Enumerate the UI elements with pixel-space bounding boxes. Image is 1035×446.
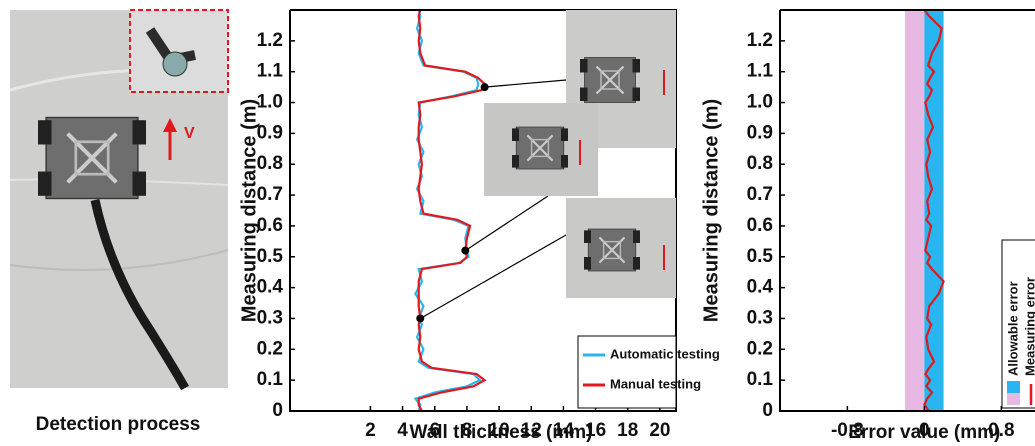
legend-box <box>577 335 677 409</box>
y-tick-label: 0.6 <box>747 215 773 236</box>
y-tick-label: 0.5 <box>257 246 284 267</box>
y-axis-title: Measuring distance (m) <box>238 99 260 322</box>
y-tick-label: 0.7 <box>257 184 283 205</box>
legend-swatch <box>1007 393 1020 405</box>
y-tick-label: 0.1 <box>747 369 774 390</box>
y-tick-label: 0.5 <box>747 246 774 267</box>
error-chart: 0 0.1 0.2 0.3 0.4 0.5 0.6 0.7 0.8 0.9 1.0 1.1 1.2 -0.… <box>700 9 1035 443</box>
thickness-chart: 0 0.1 0.2 0.3 0.4 0.5 0.6 0.7 0.8 0.9 1.0 1.1 1.2 2 4 6… <box>238 9 720 443</box>
y-tick-label: 0.4 <box>747 277 774 298</box>
y-tick-label: 0.3 <box>747 307 773 328</box>
series-line <box>417 9 487 412</box>
x-tick-label: 0.8 <box>988 420 1014 441</box>
x-tick-label: 18 <box>617 420 638 441</box>
series-line <box>923 9 945 412</box>
y-tick-label: 0.6 <box>257 215 283 236</box>
y-tick-label: 0.2 <box>747 338 773 359</box>
x-axis-title: Error value (mm) <box>848 422 1000 443</box>
y-tick-label: 1.0 <box>257 92 283 113</box>
series-line <box>413 9 482 412</box>
y-tick-label: 1.2 <box>747 30 773 51</box>
leader-line <box>484 79 567 88</box>
y-tick-label: 0.4 <box>257 277 284 298</box>
x-tick-label: 10 <box>489 420 510 441</box>
y-tick-label: 0.9 <box>747 122 773 143</box>
x-tick-label: 6 <box>429 420 440 441</box>
legend-swatch <box>1007 381 1020 393</box>
legend-label: Automatic testing <box>610 346 720 361</box>
y-tick-label: 0.8 <box>257 153 283 174</box>
x-tick-label: -0.8 <box>831 420 864 441</box>
legend-box <box>1001 239 1035 409</box>
photo-panel: V Detection process <box>9 9 229 435</box>
x-tick-label: 20 <box>649 420 670 441</box>
x-tick-label: 16 <box>585 420 606 441</box>
y-tick-label: 0.9 <box>257 122 283 143</box>
x-tick-label: 4 <box>397 420 408 441</box>
y-tick-label: 0.7 <box>747 184 773 205</box>
y-tick-label: 1.0 <box>747 92 773 113</box>
marker <box>480 83 489 92</box>
x-tick-label: 2 <box>365 420 376 441</box>
y-tick-label: 1.2 <box>257 30 283 51</box>
inset-photo <box>129 9 229 93</box>
x-tick-label: 12 <box>521 420 542 441</box>
y-tick-label: 1.1 <box>747 61 774 82</box>
y-tick-label: 1.1 <box>257 61 284 82</box>
legend-label: Allowable error <box>1005 281 1020 376</box>
allowable-band <box>905 10 925 411</box>
axes-frame <box>289 9 677 412</box>
marker <box>416 314 425 323</box>
caption: Detection process <box>36 414 201 435</box>
y-tick-label: 0 <box>272 400 283 421</box>
velocity-label: V <box>184 125 195 142</box>
leader-line <box>419 234 567 319</box>
y-tick-label: 0 <box>762 400 773 421</box>
leader-line <box>464 195 549 252</box>
x-tick-label: 8 <box>462 420 473 441</box>
y-axis-title: Measuring distance (m) <box>700 99 722 322</box>
x-tick-label: 14 <box>553 420 575 441</box>
y-tick-label: 0.3 <box>257 307 283 328</box>
y-tick-label: 0.2 <box>257 338 283 359</box>
inset-photos <box>484 10 676 298</box>
y-tick-label: 0.8 <box>747 153 773 174</box>
legend-label: Measuring error <box>1022 277 1035 376</box>
x-axis-title: Wall thickness (mm) <box>409 422 592 443</box>
y-tick-label: 0.1 <box>257 369 284 390</box>
marker <box>461 246 470 255</box>
x-tick-label: 0 <box>919 420 930 441</box>
legend-label: Manual testing <box>610 376 701 391</box>
